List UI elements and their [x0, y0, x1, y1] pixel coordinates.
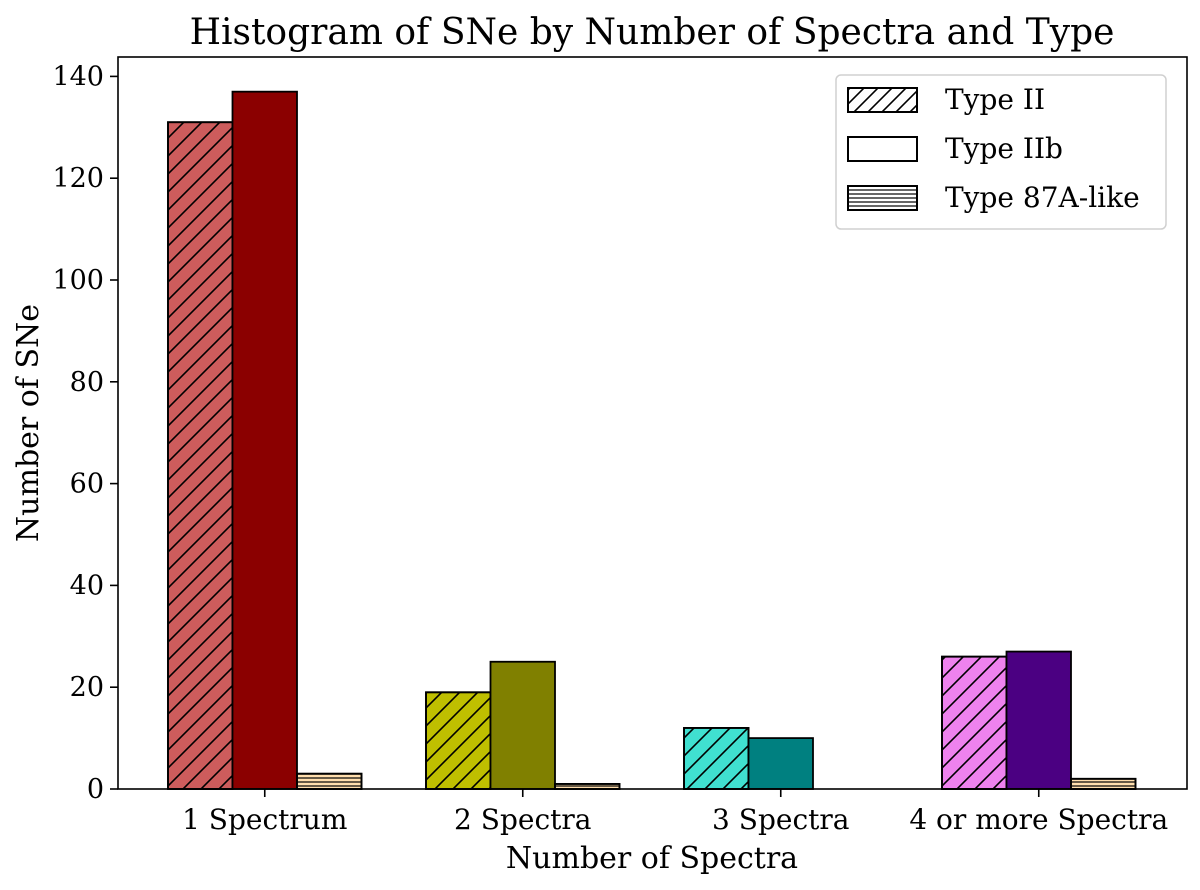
bar-type-iib-3	[747, 737, 814, 790]
x-tick-label: 4 or more Spectra	[909, 803, 1168, 836]
legend-label: Type IIb	[945, 132, 1063, 165]
y-tick-label: 140	[52, 61, 104, 92]
x-tick-label: 2 Spectra	[454, 803, 591, 836]
bar-type-iib-4	[1005, 650, 1072, 790]
y-tick-label: 80	[70, 367, 104, 398]
legend: Type II Type IIb Type 87A-like	[835, 74, 1167, 230]
x-tick-label: 1 Spectrum	[182, 803, 347, 836]
x-tick-label: 3 Spectra	[712, 803, 849, 836]
x-axis: 1 Spectrum 2 Spectra 3 Spectra 4 or more Sp…	[182, 789, 1168, 836]
bar-hatch-overlay	[296, 772, 363, 790]
y-axis-label: Number of SNe	[11, 304, 46, 542]
legend-label: Type II	[945, 83, 1045, 116]
plot-frame	[117, 56, 1188, 790]
y-tick-label: 100	[52, 265, 104, 296]
bar-type-iib-2	[489, 660, 556, 790]
legend-label: Type 87A-like	[945, 181, 1140, 214]
bar-hatch-overlay	[1070, 777, 1137, 790]
x-axis-label: Number of Spectra	[506, 841, 798, 876]
legend-swatch	[847, 185, 918, 211]
bar-hatch-overlay	[167, 121, 234, 790]
bar-hatch-overlay	[683, 727, 750, 790]
bar-hatch-overlay	[941, 655, 1008, 790]
y-tick-label: 40	[70, 570, 104, 601]
legend-swatch	[847, 87, 918, 113]
chart-title: Histogram of SNe by Number of Spectra an…	[190, 12, 1115, 53]
y-tick-label: 20	[70, 672, 104, 703]
legend-swatch	[847, 136, 918, 162]
y-axis: 0 20 40 60 80 100 120 140	[52, 61, 118, 805]
bars-group	[167, 90, 1137, 790]
bar-type-iib-1	[231, 90, 298, 790]
y-tick-label: 60	[70, 469, 104, 500]
bar-hatch-overlay	[425, 691, 492, 790]
legend-box	[835, 74, 1167, 230]
y-tick-label: 120	[52, 163, 104, 194]
y-tick-label: 0	[87, 774, 104, 805]
